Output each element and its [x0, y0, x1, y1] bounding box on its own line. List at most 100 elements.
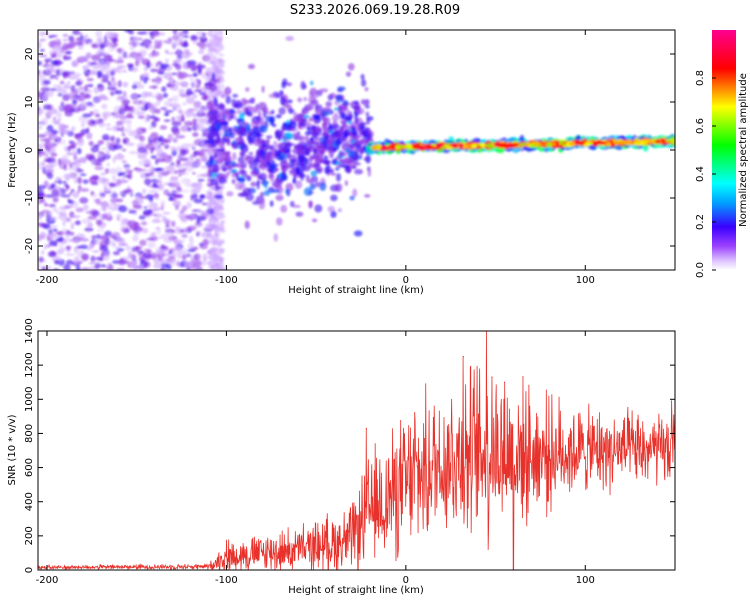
heatmap-cell	[101, 153, 111, 160]
heatmap-cell	[180, 177, 191, 185]
heatmap-cell	[134, 245, 140, 253]
spectrogram-x-label: Height of straight line (km)	[288, 285, 424, 296]
heatmap-cell	[49, 143, 58, 147]
heatmap-cell	[112, 174, 117, 182]
heatmap-cell	[174, 50, 181, 56]
heatmap-cell	[335, 173, 342, 182]
heatmap-cell	[219, 121, 229, 126]
heatmap-cell	[87, 83, 94, 88]
heatmap-cell	[38, 256, 45, 263]
heatmap-cell	[300, 172, 304, 182]
heatmap-cell	[665, 138, 675, 143]
heatmap-cell	[327, 123, 333, 131]
heatmap-cell	[341, 112, 346, 119]
heatmap-cell	[159, 251, 164, 258]
heatmap-cell	[156, 99, 161, 106]
heatmap-cell	[348, 139, 353, 143]
heatmap-cell	[248, 157, 252, 166]
heatmap-cell	[216, 57, 224, 64]
heatmap-cell	[238, 112, 246, 117]
heatmap-cell	[163, 72, 173, 80]
heatmap-cell	[116, 215, 120, 220]
heatmap-cell	[354, 106, 360, 110]
heatmap-cell	[62, 94, 70, 102]
heatmap-cell	[244, 220, 250, 229]
heatmap-cell	[309, 154, 313, 163]
y-tick-label: 1000	[24, 387, 35, 412]
heatmap-cell	[155, 227, 161, 230]
heatmap-cell	[259, 144, 263, 150]
heatmap-cell	[51, 188, 59, 196]
heatmap-cell	[62, 43, 68, 51]
x-tick-label: 100	[576, 575, 595, 586]
heatmap-cell	[340, 119, 348, 125]
heatmap-cell	[235, 99, 242, 108]
heatmap-cell	[196, 61, 203, 65]
heatmap-cell	[150, 155, 158, 160]
heatmap-cell	[98, 121, 105, 128]
heatmap-cell	[200, 165, 208, 169]
heatmap-cell	[172, 128, 181, 136]
heatmap-cell	[70, 72, 76, 77]
heatmap-cell	[133, 198, 144, 205]
heatmap-cell	[125, 245, 132, 251]
heatmap-cell	[204, 140, 213, 144]
heatmap-cell	[197, 79, 202, 86]
heatmap-cell	[41, 250, 45, 255]
heatmap-cell	[327, 137, 336, 146]
heatmap-cell	[273, 233, 278, 242]
heatmap-cell	[625, 134, 634, 140]
heatmap-cell	[68, 75, 79, 80]
heatmap-cell	[160, 266, 166, 270]
heatmap-cell	[124, 55, 132, 59]
heatmap-cell	[122, 174, 132, 178]
heatmap-cell	[280, 148, 284, 153]
heatmap-cell	[168, 196, 174, 202]
heatmap-cell	[172, 200, 181, 208]
heatmap-cell	[123, 188, 133, 193]
heatmap-cell	[169, 190, 179, 194]
heatmap-cell	[138, 168, 148, 172]
heatmap-cell	[143, 41, 151, 47]
heatmap-cell	[47, 147, 51, 152]
heatmap-cell	[285, 162, 293, 169]
heatmap-cell	[201, 253, 207, 257]
heatmap-cell	[334, 99, 340, 106]
heatmap-cell	[76, 147, 82, 155]
heatmap-cell	[171, 220, 176, 228]
heatmap-cell	[214, 32, 220, 36]
heatmap-cell	[159, 63, 170, 69]
heatmap-cell	[152, 167, 162, 172]
heatmap-cell	[44, 167, 55, 173]
heatmap-cell	[163, 100, 171, 107]
heatmap-cell	[192, 172, 196, 175]
heatmap-cell	[270, 144, 274, 150]
heatmap-cell	[223, 173, 229, 179]
y-tick-label: 0	[24, 567, 35, 573]
heatmap-cell	[98, 235, 108, 240]
heatmap-cell	[161, 167, 171, 172]
heatmap-cell	[54, 180, 59, 183]
heatmap-cell	[285, 36, 295, 41]
heatmap-cell	[88, 267, 93, 270]
heatmap-cell	[353, 118, 360, 125]
heatmap-cell	[319, 159, 327, 164]
heatmap-cell	[38, 214, 43, 218]
heatmap-cell	[214, 208, 220, 215]
heatmap-cell	[204, 67, 213, 73]
heatmap-cell	[167, 97, 173, 102]
heatmap-cell	[360, 73, 365, 81]
heatmap-cell	[234, 138, 243, 142]
heatmap-cell	[226, 112, 233, 122]
heatmap-cell	[116, 127, 122, 131]
heatmap-cell	[308, 200, 313, 209]
heatmap-cell	[150, 68, 158, 73]
heatmap-cell	[142, 252, 152, 259]
heatmap-cell	[177, 186, 182, 192]
heatmap-cell	[205, 41, 213, 45]
heatmap-cell	[116, 95, 121, 102]
y-tick-label: 600	[24, 458, 35, 477]
heatmap-cell	[75, 80, 83, 87]
heatmap-cell	[269, 200, 274, 207]
heatmap-cell	[55, 50, 62, 58]
